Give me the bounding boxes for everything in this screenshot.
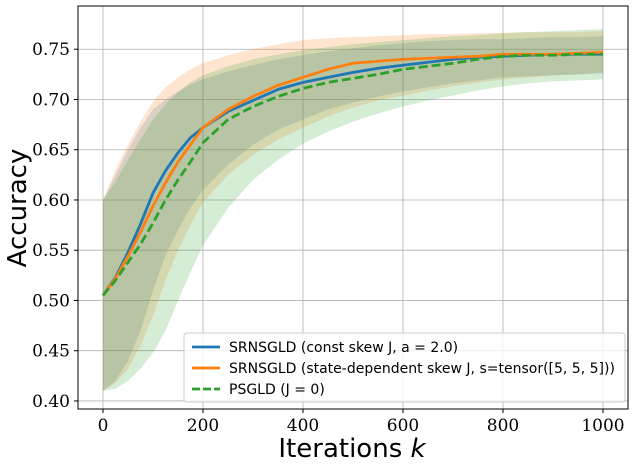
x-tick-label: 800 <box>487 416 519 436</box>
confidence-band-series-1 <box>103 36 603 391</box>
axis-ticks: 0 200 400 600 800 1000 0.40 0.45 0.50 0.55 0.60 0.6… <box>32 40 624 436</box>
x-tick-label: 0 <box>98 416 109 436</box>
legend-box <box>183 332 626 403</box>
x-tick-label: 1000 <box>581 416 624 436</box>
y-tick-label: 0.50 <box>32 291 70 311</box>
x-tick-label: 400 <box>287 416 319 436</box>
grid <box>78 6 628 409</box>
plot-frame <box>77 5 629 410</box>
y-tick-label: 0.75 <box>32 40 70 60</box>
legend-label-3: PSGLD (J = 0) <box>229 382 325 398</box>
x-axis-label-text: Iterations <box>278 434 402 464</box>
x-tick-label: 600 <box>387 416 419 436</box>
y-tick-label: 0.65 <box>32 141 70 161</box>
x-axis-label: Iterations k <box>278 434 426 464</box>
y-tick-label: 0.55 <box>32 241 70 261</box>
legend: SRNSGLD (const skew J, a = 2.0) SRNSGLD (… <box>183 332 626 403</box>
y-tick-label: 0.70 <box>32 90 70 110</box>
y-tick-label: 0.40 <box>32 392 70 412</box>
series-lines <box>101 50 604 297</box>
y-axis-label: Accuracy <box>3 149 33 268</box>
y-tick-label: 0.60 <box>32 191 70 211</box>
x-tick-label: 200 <box>187 416 219 436</box>
y-tick-label: 0.45 <box>32 342 70 362</box>
legend-label-1: SRNSGLD (const skew J, a = 2.0) <box>229 340 458 356</box>
x-axis-label-variable: k <box>411 434 427 464</box>
legend-label-2: SRNSGLD (state-dependent skew J, s=tenso… <box>229 361 615 377</box>
